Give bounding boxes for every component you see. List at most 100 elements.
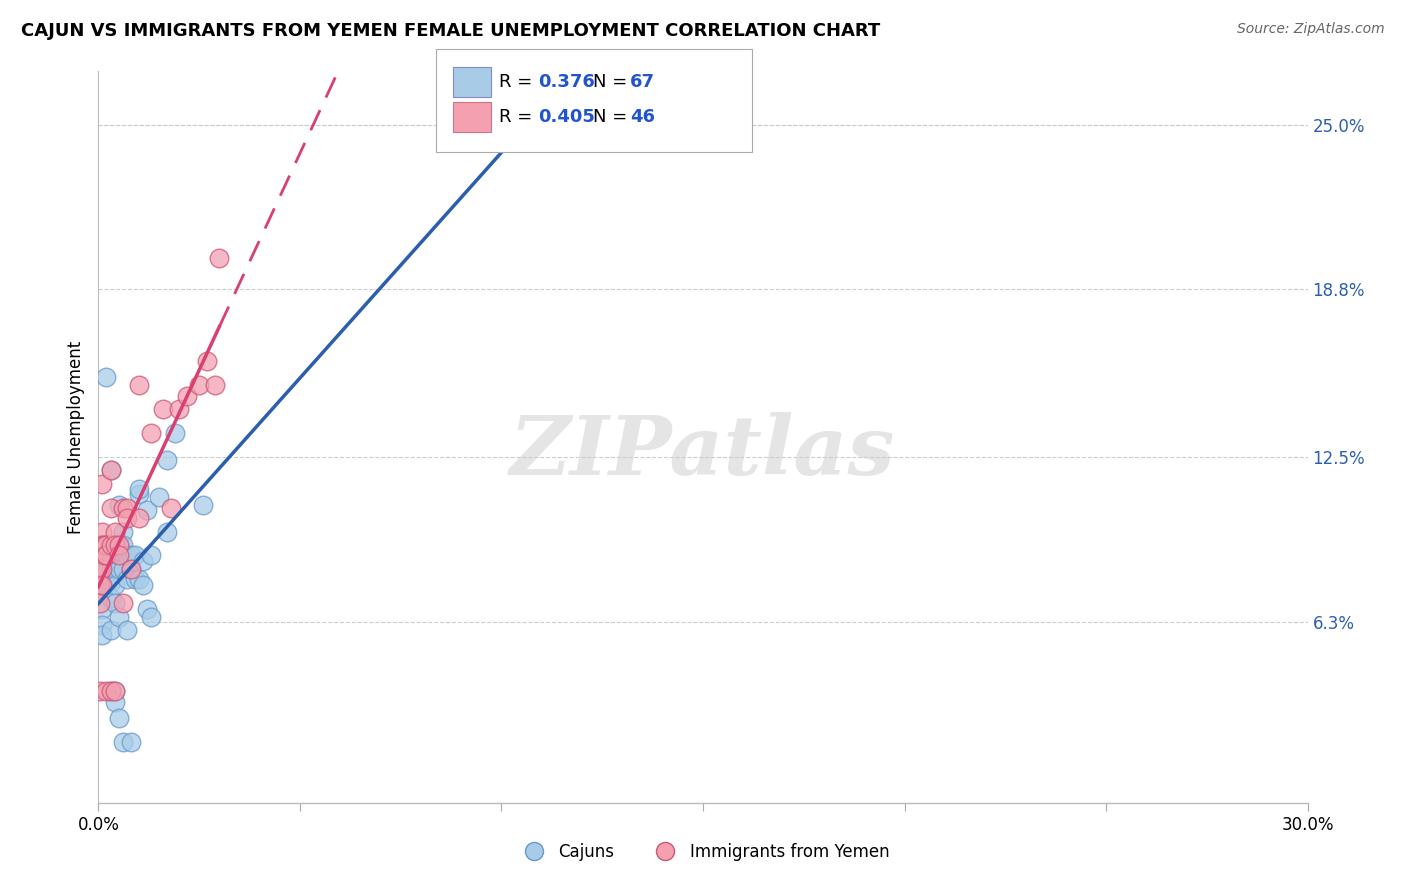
Point bbox=[115, 623, 138, 637]
Point bbox=[163, 426, 186, 441]
Y-axis label: Female Unemployment: Female Unemployment bbox=[66, 341, 84, 533]
Point bbox=[156, 524, 179, 539]
Text: R =: R = bbox=[499, 73, 538, 91]
Point bbox=[111, 500, 134, 515]
Point bbox=[103, 596, 125, 610]
Point bbox=[96, 565, 118, 579]
Legend: Cajuns, Immigrants from Yemen: Cajuns, Immigrants from Yemen bbox=[510, 837, 896, 868]
Point bbox=[128, 487, 150, 501]
Point bbox=[115, 511, 138, 525]
Point bbox=[100, 549, 122, 563]
Point bbox=[107, 538, 129, 552]
Text: 67: 67 bbox=[630, 73, 655, 91]
Point bbox=[188, 378, 211, 392]
Point bbox=[128, 482, 150, 496]
Point bbox=[91, 617, 114, 632]
Point bbox=[100, 684, 122, 698]
Point bbox=[100, 538, 122, 552]
Point bbox=[103, 562, 125, 576]
Point bbox=[111, 538, 134, 552]
Point bbox=[111, 596, 134, 610]
Point bbox=[100, 562, 122, 576]
Text: Source: ZipAtlas.com: Source: ZipAtlas.com bbox=[1237, 22, 1385, 37]
Point bbox=[100, 463, 122, 477]
Point bbox=[91, 601, 114, 615]
Point bbox=[204, 378, 226, 392]
Text: 0.376: 0.376 bbox=[538, 73, 595, 91]
Point bbox=[132, 554, 155, 568]
Point bbox=[107, 538, 129, 552]
Point bbox=[100, 575, 122, 590]
Point bbox=[107, 711, 129, 725]
Point bbox=[91, 577, 114, 591]
Point bbox=[103, 577, 125, 591]
Point bbox=[132, 577, 155, 591]
Point bbox=[91, 628, 114, 642]
Point bbox=[100, 591, 122, 605]
Point bbox=[103, 684, 125, 698]
Point bbox=[89, 562, 111, 576]
Point bbox=[156, 452, 179, 467]
Point bbox=[139, 426, 162, 441]
Point bbox=[91, 524, 114, 539]
Point bbox=[103, 695, 125, 709]
Point bbox=[111, 524, 134, 539]
Point bbox=[115, 573, 138, 587]
Point bbox=[96, 538, 118, 552]
Point bbox=[111, 562, 134, 576]
Point bbox=[103, 684, 125, 698]
Point bbox=[96, 538, 118, 552]
Point bbox=[111, 734, 134, 748]
Point bbox=[152, 402, 174, 417]
Text: N =: N = bbox=[593, 108, 633, 126]
Point bbox=[91, 582, 114, 597]
Text: CAJUN VS IMMIGRANTS FROM YEMEN FEMALE UNEMPLOYMENT CORRELATION CHART: CAJUN VS IMMIGRANTS FROM YEMEN FEMALE UN… bbox=[21, 22, 880, 40]
Point bbox=[115, 500, 138, 515]
Point bbox=[139, 549, 162, 563]
Point bbox=[120, 562, 142, 576]
Point bbox=[96, 549, 118, 563]
Point bbox=[89, 577, 111, 591]
Point bbox=[93, 549, 115, 563]
Point bbox=[176, 389, 198, 403]
Point bbox=[128, 573, 150, 587]
Point bbox=[128, 511, 150, 525]
Point bbox=[96, 549, 118, 563]
Point bbox=[120, 562, 142, 576]
Point bbox=[91, 538, 114, 552]
Point bbox=[103, 538, 125, 552]
Text: N =: N = bbox=[593, 73, 633, 91]
Point bbox=[107, 498, 129, 512]
Point bbox=[208, 251, 231, 265]
Point bbox=[195, 354, 218, 368]
Point bbox=[91, 476, 114, 491]
Point bbox=[148, 490, 170, 504]
Point bbox=[89, 596, 111, 610]
Point bbox=[107, 562, 129, 576]
Text: ZIPatlas: ZIPatlas bbox=[510, 412, 896, 491]
Point bbox=[103, 549, 125, 563]
Point bbox=[160, 500, 183, 515]
Text: R =: R = bbox=[499, 108, 538, 126]
Point bbox=[100, 463, 122, 477]
Point bbox=[103, 538, 125, 552]
Point bbox=[96, 370, 118, 384]
Point bbox=[100, 500, 122, 515]
Point bbox=[124, 573, 146, 587]
Text: 0.405: 0.405 bbox=[538, 108, 595, 126]
Point bbox=[128, 378, 150, 392]
Point bbox=[124, 549, 146, 563]
Point bbox=[120, 549, 142, 563]
Point bbox=[103, 524, 125, 539]
Point bbox=[96, 577, 118, 591]
Point bbox=[89, 684, 111, 698]
Point bbox=[120, 734, 142, 748]
Point bbox=[91, 562, 114, 576]
Point bbox=[193, 498, 215, 512]
Point bbox=[107, 549, 129, 563]
Point bbox=[96, 684, 118, 698]
Point bbox=[167, 402, 190, 417]
Point bbox=[100, 538, 122, 552]
Point bbox=[107, 609, 129, 624]
Point bbox=[93, 538, 115, 552]
